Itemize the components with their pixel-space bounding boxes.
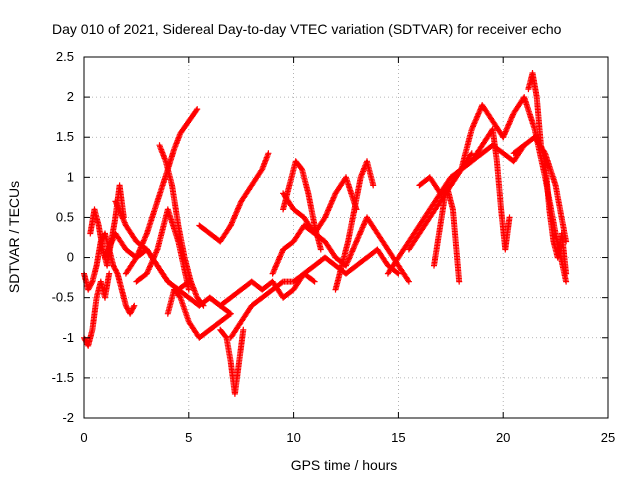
series-arc13 bbox=[227, 246, 402, 341]
x-tick-label: 25 bbox=[601, 430, 615, 445]
y-tick-label: -2 bbox=[62, 410, 74, 425]
y-tick-label: 1.5 bbox=[56, 129, 74, 144]
series-markers-arc16 bbox=[280, 158, 324, 253]
x-tick-label: 20 bbox=[496, 430, 510, 445]
series-markers-arc18 bbox=[332, 158, 377, 293]
series-arc11 bbox=[227, 150, 272, 229]
series-markers-arc26 bbox=[525, 70, 570, 277]
series-arc27 bbox=[510, 134, 570, 245]
series-markers-arc27 bbox=[510, 134, 570, 245]
series-arc14 bbox=[206, 270, 318, 309]
x-tick-label: 0 bbox=[80, 430, 87, 445]
series-arc23 bbox=[458, 102, 507, 173]
x-tick-label: 15 bbox=[391, 430, 405, 445]
series-arc22 bbox=[431, 182, 463, 285]
series-markers-arc10 bbox=[196, 222, 234, 245]
series-arc16 bbox=[280, 158, 324, 253]
series-arc9 bbox=[164, 286, 234, 341]
series-markers-arc23 bbox=[458, 102, 507, 173]
chart-title: Day 010 of 2021, Sidereal Day-to-day VTE… bbox=[52, 21, 562, 37]
series-arc12 bbox=[217, 326, 247, 397]
x-tick-label: 5 bbox=[185, 430, 192, 445]
series-markers-arc24 bbox=[489, 126, 513, 253]
series-arc26 bbox=[525, 70, 570, 277]
data-series bbox=[81, 70, 570, 397]
series-arc10 bbox=[196, 222, 234, 245]
series-arc18 bbox=[332, 158, 377, 293]
axis-ticks: 0 5 10 15 20 25 2.5 2 1.5 1 0.5 0 -0.5 -1 -1.5 -2 bbox=[52, 49, 616, 445]
series-markers-arc17 bbox=[269, 174, 360, 277]
series-arc24 bbox=[489, 126, 513, 253]
x-tick-label: 10 bbox=[286, 430, 300, 445]
series-markers-arc8 bbox=[156, 142, 207, 309]
series-markers-arc14 bbox=[206, 270, 318, 309]
y-tick-label: 2 bbox=[67, 89, 74, 104]
y-tick-label: 1 bbox=[67, 169, 74, 184]
series-arc17 bbox=[269, 174, 360, 277]
x-axis-label: GPS time / hours bbox=[291, 457, 398, 473]
series-markers-arc9 bbox=[164, 286, 234, 341]
series-markers-arc13 bbox=[227, 246, 402, 341]
series-markers-arc6 bbox=[122, 106, 201, 277]
grid bbox=[84, 57, 608, 418]
y-tick-label: 2.5 bbox=[56, 49, 74, 64]
plot-frame bbox=[83, 56, 609, 419]
y-tick-label: 0.5 bbox=[56, 209, 74, 224]
series-markers-arc22 bbox=[431, 182, 463, 285]
series-markers-arc11 bbox=[227, 150, 272, 229]
series-arc6 bbox=[122, 106, 201, 277]
y-tick-label: -1 bbox=[62, 330, 74, 345]
y-tick-label: -1.5 bbox=[52, 370, 74, 385]
series-markers-arc12 bbox=[217, 326, 247, 397]
y-axis-label: SDTVAR / TECUs bbox=[6, 181, 22, 293]
y-tick-label: 0 bbox=[67, 250, 74, 265]
y-tick-label: -0.5 bbox=[52, 290, 74, 305]
series-arc8 bbox=[156, 142, 207, 309]
